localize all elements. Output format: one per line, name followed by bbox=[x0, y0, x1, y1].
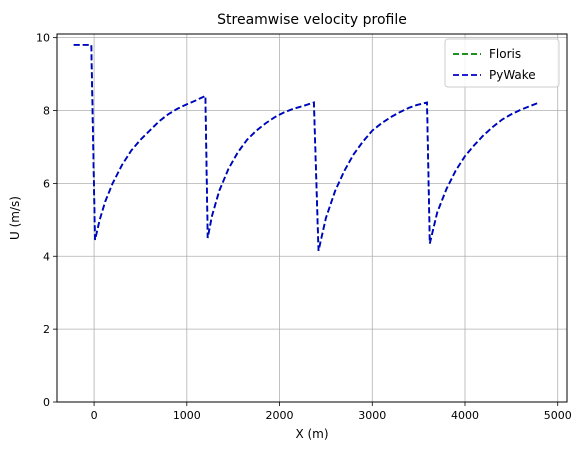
y-tick-label: 4 bbox=[43, 250, 50, 263]
x-tick-label: 1000 bbox=[173, 409, 201, 422]
plot-frame bbox=[56, 33, 568, 403]
y-tick-label: 10 bbox=[36, 32, 50, 45]
y-tick-label: 2 bbox=[43, 323, 50, 336]
series-group bbox=[73, 44, 538, 251]
legend-label: PyWake bbox=[489, 68, 536, 82]
legend: Floris PyWake bbox=[444, 38, 560, 88]
chart-title: Streamwise velocity profile bbox=[217, 12, 407, 28]
grid bbox=[57, 34, 567, 403]
ticks-group: 0 1000 2000 3000 4000 5000 0 2 4 6 8 10 bbox=[36, 32, 572, 422]
x-tick-label: 0 bbox=[91, 409, 98, 422]
y-tick-label: 6 bbox=[43, 177, 50, 190]
x-tick-label: 2000 bbox=[266, 409, 294, 422]
x-tick-label: 3000 bbox=[358, 409, 386, 422]
y-tick-label: 0 bbox=[43, 396, 50, 409]
series-line-pywake bbox=[73, 44, 538, 251]
x-axis-label: X (m) bbox=[295, 427, 328, 441]
legend-label: Floris bbox=[489, 47, 521, 61]
x-tick-label: 5000 bbox=[544, 409, 572, 422]
y-tick-label: 8 bbox=[43, 105, 50, 118]
x-tick-label: 4000 bbox=[451, 409, 479, 422]
y-axis-label: U (m/s) bbox=[8, 196, 22, 240]
